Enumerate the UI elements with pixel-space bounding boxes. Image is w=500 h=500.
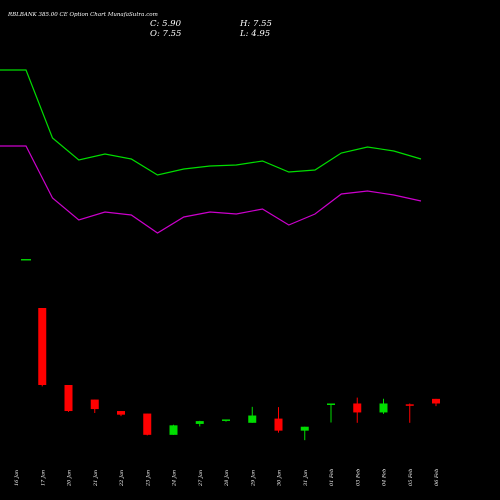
x-tick-label: 06 Feb — [434, 469, 440, 486]
close-price: C: 5.90 — [150, 19, 181, 29]
candle-body-04-Feb — [379, 403, 388, 413]
x-tick-label: 21 Jan — [93, 470, 99, 487]
volume-marker — [21, 259, 31, 261]
x-tick-label: 29 Jan — [250, 470, 256, 487]
x-tick-label: 30 Jan — [277, 470, 283, 486]
candle-body-05-Feb — [405, 404, 414, 406]
open-price: O: 7.55 — [150, 29, 182, 39]
x-tick-label: 20 Jan — [67, 470, 73, 487]
candle-body-06-Feb — [432, 398, 440, 404]
volume-bar-16-Jan — [21, 259, 31, 261]
x-tick-label: 23 Jan — [145, 470, 151, 487]
x-tick-label: 17 Jan — [40, 470, 46, 486]
candle-body-30-Jan — [274, 418, 283, 431]
candle-body-20-Jan — [64, 385, 73, 412]
indicator-lines — [0, 69, 422, 234]
x-axis-labels: 16 Jan 17 Jan 20 Jan 21 Jan 22 Jan 23 Jan 24 J… — [14, 469, 440, 487]
x-tick-label: 05 Feb — [408, 469, 414, 486]
candle-body-17-Jan — [38, 308, 47, 385]
x-tick-label: 16 Jan — [14, 470, 20, 486]
indicator-line-1 — [0, 69, 422, 176]
x-tick-label: 24 Jan — [172, 470, 178, 487]
candle-body-03-Feb — [353, 403, 362, 413]
low-price: L: 4.95 — [240, 29, 271, 39]
candlesticks — [38, 308, 440, 441]
x-tick-label: 28 Jan — [224, 470, 230, 487]
candle-body-27-Jan — [195, 421, 204, 424]
candle-body-21-Jan — [90, 399, 99, 410]
indicator-line-2 — [0, 145, 422, 234]
candle-body-22-Jan — [117, 411, 125, 415]
candle-body-23-Jan — [143, 413, 152, 435]
high-price: H: 7.55 — [240, 19, 272, 29]
chart-title: RBLBANK 385.00 CE Option Chart MunafaSut… — [8, 12, 158, 18]
candle-body-28-Jan — [222, 419, 230, 421]
candle-body-01-Feb — [327, 403, 335, 405]
x-tick-label: 01 Feb — [329, 469, 335, 486]
x-tick-label: 31 Jan — [303, 470, 309, 486]
x-tick-label: 22 Jan — [119, 470, 125, 487]
candle-body-24-Jan — [169, 425, 178, 435]
x-tick-label: 04 Feb — [382, 469, 388, 486]
candle-body-31-Jan — [300, 426, 309, 431]
candle-body-29-Jan — [248, 415, 257, 423]
x-tick-label: 03 Feb — [355, 469, 361, 486]
x-tick-label: 27 Jan — [198, 470, 204, 487]
